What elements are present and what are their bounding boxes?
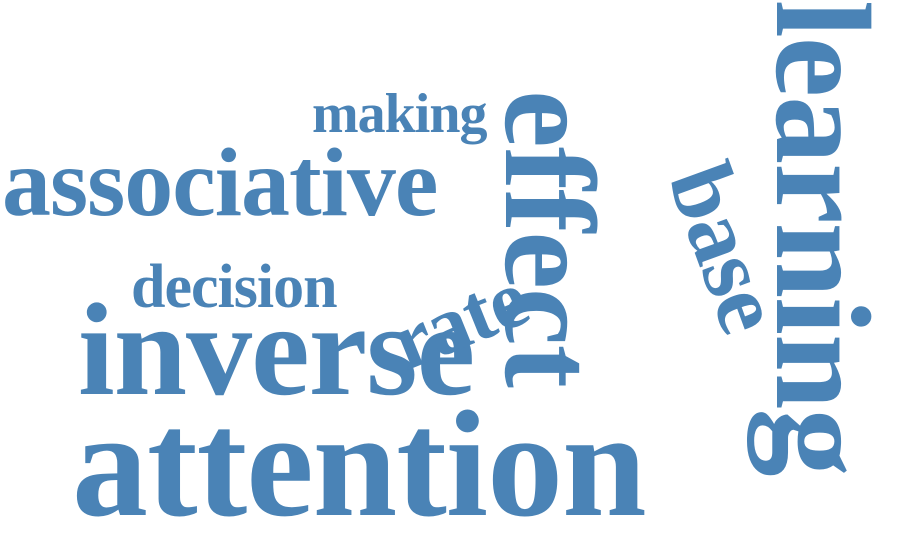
word-inverse: inverse — [78, 276, 475, 423]
word-making: making — [312, 83, 487, 145]
word-decision: decision — [131, 253, 338, 321]
word-learning: learning — [747, 0, 897, 476]
word-effect: effect — [477, 90, 621, 387]
word-attention: attention — [72, 380, 647, 534]
word-associative: associative — [2, 129, 438, 237]
